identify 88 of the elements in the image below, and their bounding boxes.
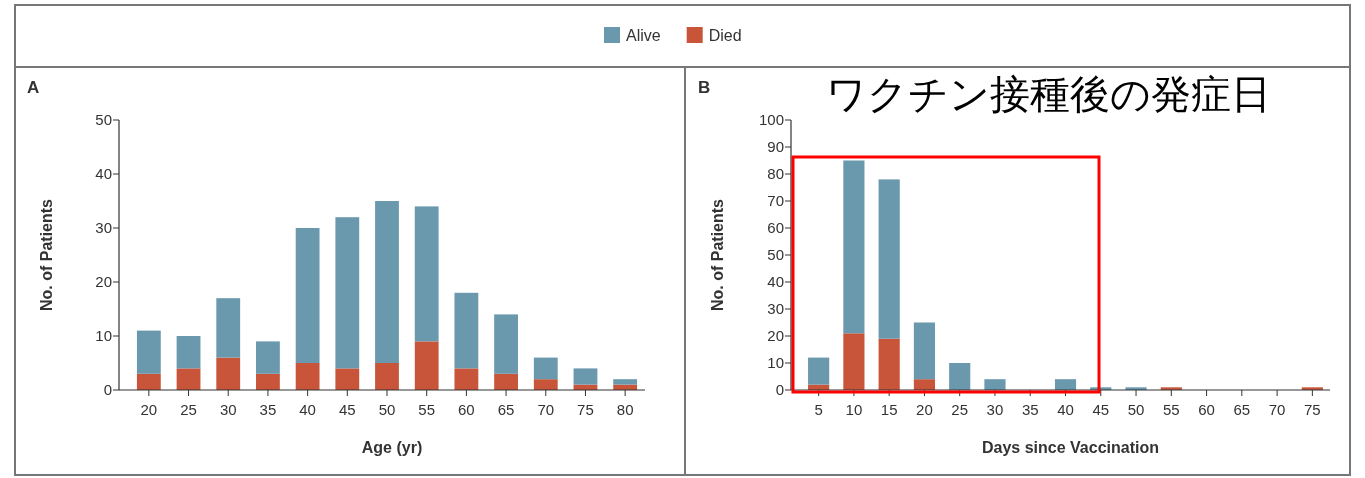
bar (295, 363, 320, 390)
x-tick-label: 50 (1127, 401, 1145, 418)
legend-label: Alive (626, 27, 661, 44)
bar (843, 333, 865, 390)
x-tick-label: 5 (814, 401, 823, 418)
x-axis-title: Days since Vaccination (982, 439, 1159, 456)
x-tick-label: 50 (378, 401, 396, 418)
x-tick-label: 60 (458, 401, 475, 418)
x-tick-label: 45 (1092, 401, 1110, 418)
y-tick-label: 60 (767, 219, 784, 236)
bar (375, 201, 399, 363)
y-tick-label: 70 (767, 192, 784, 209)
bar (176, 368, 201, 390)
bar (533, 357, 558, 380)
x-tick-label: 10 (845, 401, 863, 418)
y-tick-label: 40 (95, 165, 112, 182)
x-tick-label: 55 (1162, 401, 1180, 418)
x-tick-label: 70 (537, 401, 555, 418)
y-tick-label: 30 (767, 300, 784, 317)
x-axis-title: Age (yr) (361, 439, 423, 456)
x-tick-label: 70 (1268, 401, 1286, 418)
y-tick-label: 50 (95, 111, 112, 128)
bar (949, 363, 971, 390)
bar (808, 357, 830, 385)
text: ワクチン接種後の発症日 (825, 72, 1271, 116)
bar (216, 357, 241, 390)
y-tick-label: 50 (767, 246, 784, 263)
bar (454, 368, 479, 390)
x-tick-label: 15 (880, 401, 898, 418)
y-tick-label: 10 (767, 354, 784, 371)
bar (984, 379, 1006, 390)
x-tick-label: 30 (219, 401, 237, 418)
bar (533, 379, 558, 390)
x-tick-label: 20 (916, 401, 933, 418)
legend-label: Died (708, 27, 742, 44)
x-tick-label: 45 (338, 401, 356, 418)
bar (454, 292, 479, 369)
y-tick-label: 100 (758, 111, 784, 128)
y-axis-title: No. of Patients (709, 198, 726, 312)
y-tick-label: 0 (103, 381, 112, 398)
bar (295, 228, 320, 363)
chart-title: A (27, 78, 40, 97)
bar (335, 217, 360, 369)
x-tick-label: 75 (577, 401, 594, 418)
bar (494, 373, 518, 390)
y-tick-label: 30 (95, 219, 112, 236)
x-tick-label: 60 (1198, 401, 1215, 418)
bar (136, 330, 161, 374)
bar (176, 336, 201, 369)
bar (843, 160, 865, 334)
bar (375, 363, 399, 390)
x-tick-label: 40 (299, 401, 316, 418)
bar (494, 314, 518, 374)
y-axis-title: No. of Patients (38, 198, 55, 312)
x-tick-label: 80 (616, 401, 634, 418)
bar (613, 379, 638, 385)
x-tick-label: 35 (259, 401, 277, 418)
bar (878, 338, 900, 390)
x-tick-label: 20 (140, 401, 158, 418)
x-tick-label: 40 (1057, 401, 1074, 418)
chart-title: B (698, 78, 711, 97)
x-tick-label: 65 (1233, 401, 1251, 418)
x-tick-label: 75 (1304, 401, 1321, 418)
bar (573, 368, 598, 385)
bar (256, 341, 280, 374)
y-tick-label: 0 (775, 381, 784, 398)
y-tick-label: 90 (767, 138, 784, 155)
y-tick-label: 40 (767, 273, 784, 290)
x-tick-label: 30 (986, 401, 1004, 418)
bar (136, 373, 161, 390)
bar (256, 373, 280, 390)
y-tick-label: 20 (95, 273, 112, 290)
y-tick-label: 10 (95, 327, 112, 344)
bar (913, 379, 936, 390)
x-tick-label: 35 (1021, 401, 1039, 418)
bar (414, 341, 439, 390)
x-tick-label: 25 (951, 401, 969, 418)
x-tick-label: 65 (497, 401, 515, 418)
y-tick-label: 80 (767, 165, 784, 182)
x-tick-label: 25 (180, 401, 197, 418)
bar (1054, 379, 1077, 390)
x-tick-label: 55 (418, 401, 436, 418)
bar (913, 322, 936, 380)
bar (414, 206, 439, 342)
bar (335, 368, 360, 390)
bar (216, 298, 241, 358)
bar (878, 179, 900, 339)
y-tick-label: 20 (767, 327, 784, 344)
